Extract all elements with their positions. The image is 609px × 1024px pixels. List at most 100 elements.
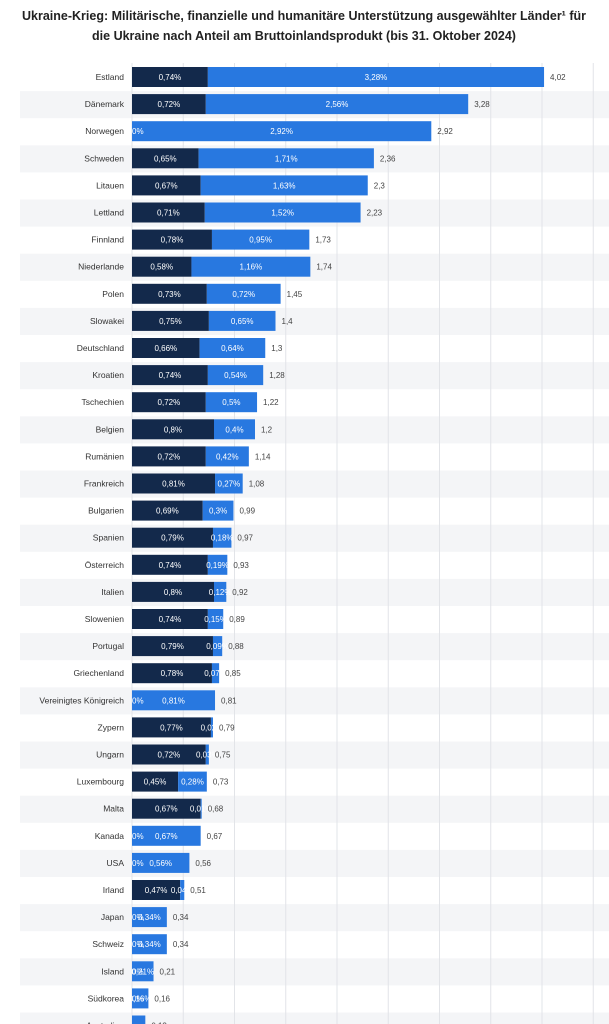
row-stripe	[20, 253, 609, 281]
bar-value-label: 0,73%	[158, 290, 181, 299]
category-label: Irland	[103, 885, 125, 895]
bar-total-label: 2,36	[380, 154, 396, 163]
category-label: Ungarn	[96, 750, 124, 760]
bar-value-label: 0,81%	[162, 480, 185, 489]
bar-total-label: 0,88	[228, 642, 244, 651]
row-stripe	[20, 633, 609, 661]
bar-segment-dark	[132, 798, 201, 819]
bar-value-label: 0,27%	[218, 480, 241, 489]
bar-value-label: 0,09%	[206, 642, 229, 651]
bar-segment-dark	[132, 500, 203, 521]
bar-segment-blue	[132, 825, 201, 846]
bar-segment-dark	[132, 663, 212, 684]
bar-value-label: 0,18%	[211, 534, 234, 543]
row-stripe	[20, 307, 609, 335]
bar-segment-dark	[132, 175, 201, 196]
bar-total-label: 0,75	[215, 751, 231, 760]
bar-value-label: 0,72%	[232, 290, 255, 299]
bar-value-label: 0,81%	[162, 696, 185, 705]
category-label: Lettland	[94, 208, 125, 218]
category-label: Frankreich	[84, 479, 124, 489]
bar-value-label: 0,4%	[225, 425, 243, 434]
bar-value-label: 0,01%	[190, 805, 213, 814]
bar-value-label: 0,56%	[149, 859, 172, 868]
bar-value-label: 0,79%	[161, 642, 184, 651]
category-label: Malta	[103, 804, 124, 814]
bar-total-label: 0,34	[173, 940, 189, 949]
category-label: Schweiz	[92, 939, 124, 949]
bar-segment-blue	[212, 636, 223, 657]
bar-segment-dark	[132, 554, 208, 575]
bar-total-label: 1,73	[315, 236, 331, 245]
bar-total-label: 0,93	[233, 561, 249, 570]
bar-segment-blue	[210, 717, 213, 738]
category-label: Finnland	[91, 235, 124, 245]
bar-segment-blue	[132, 934, 167, 955]
bar-segment-blue	[191, 256, 311, 277]
bar-segment-blue	[214, 581, 227, 602]
bar-value-label: 0,72%	[158, 398, 181, 407]
bar-value-label: 2,92%	[270, 127, 293, 136]
bar-total-label: 1,22	[263, 398, 279, 407]
bar-total-label: 0,16	[154, 994, 170, 1003]
category-label: Litauen	[96, 180, 124, 190]
bar-value-label: 0,71%	[157, 209, 180, 218]
bar-value-label: 0,95%	[249, 236, 272, 245]
category-label: Rumänien	[85, 451, 124, 461]
chart-title: Ukraine-Krieg: Militärische, finanzielle…	[22, 9, 586, 43]
row-stripe	[20, 416, 609, 444]
bar-value-label: 0,78%	[161, 236, 184, 245]
bar-total-label: 2,92	[437, 127, 453, 136]
bar-segment-blue	[215, 473, 243, 494]
category-label: Norwegen	[85, 126, 124, 136]
bar-segment-blue	[214, 419, 255, 440]
bar-value-label: 0,34%	[138, 940, 161, 949]
bar-value-label: 0,67%	[155, 832, 178, 841]
bar-value-label: 0,42%	[216, 452, 239, 461]
bar-value-label: 0%	[132, 967, 144, 976]
bar-value-label: 0,74%	[159, 73, 182, 82]
bar-value-label: 0,07%	[204, 669, 227, 678]
bar-total-label: 1,45	[287, 290, 303, 299]
bar-total-label: 0,34	[173, 913, 189, 922]
bars	[132, 67, 545, 1024]
bar-value-label: 0,67%	[155, 181, 178, 190]
bar-segment-blue	[178, 771, 207, 792]
bar-value-label: 0%	[132, 696, 144, 705]
row-stripe	[20, 741, 609, 769]
bar-total-label: 4,02	[550, 73, 566, 82]
bar-value-label: 0%	[132, 913, 144, 922]
bar-segment-dark	[132, 744, 206, 765]
bar-value-label: 0,79%	[161, 534, 184, 543]
bar-segment-dark	[132, 392, 206, 413]
bar-value-label: 0,72%	[158, 100, 181, 109]
bar-segment-blue	[212, 527, 232, 548]
bar-value-label: 0,21%	[131, 967, 154, 976]
category-label: Dänemark	[85, 99, 125, 109]
bar-segment-blue	[132, 907, 167, 928]
bar-segment-blue	[198, 148, 374, 169]
bar-value-label: 0,28%	[181, 778, 204, 787]
bar-segment-blue	[206, 283, 281, 304]
bar-segment-blue	[199, 338, 266, 358]
bar-value-label: 1,63%	[273, 181, 296, 190]
bar-value-label: 0%	[132, 859, 144, 868]
bar-total-label: 2,23	[367, 209, 383, 218]
bar-total-label: 0,97	[237, 534, 253, 543]
bar-segment-blue	[207, 365, 264, 386]
bar-value-label: 0,65%	[154, 154, 177, 163]
bar-total-label: 0,92	[232, 588, 248, 597]
bar-value-label: 1,52%	[271, 209, 294, 218]
bar-value-label: 0,65%	[231, 317, 254, 326]
bar-value-label: 0,8%	[164, 425, 182, 434]
bar-segment-dark	[132, 148, 199, 169]
bar-segment-dark	[132, 636, 213, 657]
bar-segment-dark	[132, 771, 179, 792]
bar-segment-dark	[132, 527, 213, 548]
row-stripe	[20, 795, 609, 823]
category-label: Belgien	[96, 424, 125, 434]
bar-total-label: 0,21	[160, 967, 176, 976]
category-label: Australien	[86, 1021, 124, 1024]
bar-total-label: 0,68	[208, 805, 224, 814]
category-label: Deutschland	[77, 343, 125, 353]
